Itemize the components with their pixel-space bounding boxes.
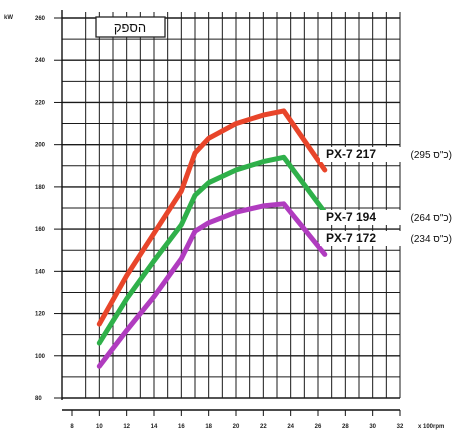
title-box-frame: [95, 16, 166, 38]
x-tick-label: 18: [205, 424, 212, 430]
x-tick-label: 22: [260, 424, 267, 430]
series-name-3: PX-7 172: [326, 231, 376, 245]
chart-series: [96, 108, 328, 369]
series-labels: PX-7 217 (295 כ"ס) PX-7 194 (264 כ"ס) PX-7 1…: [320, 147, 453, 246]
x-tick-label: 10: [96, 424, 103, 430]
series-line-2: [96, 154, 328, 346]
series-line-3: [96, 201, 328, 369]
x-axis-label: x 100rpm: [418, 424, 444, 430]
series-label-bg: [320, 210, 453, 225]
y-tick-label: 120: [35, 312, 46, 318]
x-tick-label: 30: [369, 424, 376, 430]
series-name-2: PX-7 194: [326, 210, 376, 224]
y-tick-label: 240: [35, 58, 46, 64]
chart-grid: [62, 12, 401, 399]
series-name-1: PX-7 217: [326, 147, 376, 161]
x-tick-label: 24: [287, 424, 294, 430]
chart-title: הספק: [114, 20, 146, 35]
y-axis-label: kW: [4, 15, 13, 21]
y-tick-label: 100: [35, 354, 46, 360]
x-tick-label: 16: [178, 424, 185, 430]
x-tick-label: 26: [315, 424, 322, 430]
y-tick-label: 220: [35, 100, 46, 106]
x-tick-label: 12: [123, 424, 130, 430]
y-tick-label: 200: [35, 143, 46, 149]
series-label-bg: [320, 231, 453, 246]
x-tick-label: 8: [70, 424, 74, 430]
x-tick-label: 28: [342, 424, 349, 430]
y-tick-label: 140: [35, 269, 46, 275]
series-note-3: (234 כ"ס): [411, 234, 453, 245]
series-note-1: (295 כ"ס): [411, 150, 453, 161]
x-tick-label: 14: [151, 424, 158, 430]
series-note-2: (264 כ"ס): [411, 213, 453, 224]
y-tick-label: 80: [35, 396, 42, 402]
x-tick-label: 20: [233, 424, 240, 430]
y-tick-label: 160: [35, 227, 46, 233]
x-tick-label: 32: [397, 424, 404, 430]
y-tick-label: 180: [35, 185, 46, 191]
chart-title-box: הספק: [95, 16, 166, 38]
y-tick-label: 260: [35, 16, 46, 22]
series-label-bg: [320, 147, 453, 162]
series-line-1: [96, 108, 328, 327]
chart-axes: [61, 10, 400, 411]
chart-ticks: 80 100 120 140 160 180 200 220 240 260 8 10 12 14 16 18…: [35, 16, 404, 430]
